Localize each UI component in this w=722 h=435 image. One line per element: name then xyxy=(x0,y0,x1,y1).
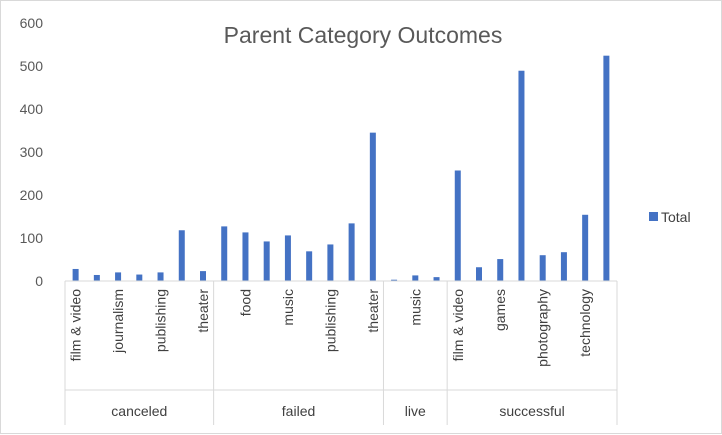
category-tick-label: film & video xyxy=(450,289,466,362)
category-tick-label: publishing xyxy=(153,289,169,352)
y-axis: 0 100 200 300 400 500 600 xyxy=(20,15,44,289)
category-tick-label: journalism xyxy=(110,289,126,354)
bar xyxy=(391,279,398,281)
bar xyxy=(369,132,376,281)
y-tick-label: 600 xyxy=(20,15,44,31)
bar xyxy=(93,274,100,281)
bar xyxy=(412,275,419,281)
category-tick-label: theater xyxy=(195,289,211,333)
group-label: canceled xyxy=(111,403,167,419)
bar xyxy=(306,251,313,281)
bar xyxy=(115,272,122,281)
group-label: failed xyxy=(282,403,315,419)
bar xyxy=(72,268,79,281)
y-tick-label: 400 xyxy=(20,101,44,117)
bar xyxy=(263,241,270,281)
bar xyxy=(327,244,334,281)
bar xyxy=(603,55,610,282)
bar xyxy=(433,277,440,281)
bar xyxy=(284,235,291,281)
y-tick-label: 500 xyxy=(20,58,44,74)
bar xyxy=(221,226,228,281)
bar xyxy=(178,230,185,281)
bar xyxy=(242,232,249,281)
group-label: successful xyxy=(499,403,564,419)
category-tick-label: music xyxy=(280,289,296,326)
category-tick-label: music xyxy=(407,289,423,326)
bar xyxy=(476,267,482,281)
bar-series xyxy=(72,55,610,282)
y-tick-label: 0 xyxy=(35,273,43,289)
legend: Total xyxy=(649,209,691,225)
category-tick-label: theater xyxy=(365,289,381,333)
y-tick-label: 100 xyxy=(20,230,44,246)
category-tick-label: film & video xyxy=(68,289,84,362)
bar xyxy=(497,259,504,281)
category-tick-label: games xyxy=(492,289,508,331)
bar xyxy=(348,223,355,281)
bar xyxy=(539,255,546,281)
category-tick-label: photography xyxy=(535,289,551,367)
bar xyxy=(518,70,525,281)
bar xyxy=(157,272,164,281)
bar xyxy=(560,252,567,281)
bar xyxy=(582,214,589,281)
category-tick-label: publishing xyxy=(322,289,338,352)
bar xyxy=(454,170,461,281)
category-tick-label: food xyxy=(237,289,253,316)
group-label: live xyxy=(405,403,426,419)
y-tick-label: 200 xyxy=(20,187,44,203)
bar xyxy=(200,271,206,281)
chart-title: Parent Category Outcomes xyxy=(224,22,503,48)
legend-label: Total xyxy=(661,209,691,225)
legend-swatch xyxy=(649,212,658,221)
y-tick-label: 300 xyxy=(20,144,44,160)
bar xyxy=(136,274,143,281)
x-axis: film & video journalism publishing theater f… xyxy=(64,280,618,425)
category-tick-label: technology xyxy=(577,289,593,357)
